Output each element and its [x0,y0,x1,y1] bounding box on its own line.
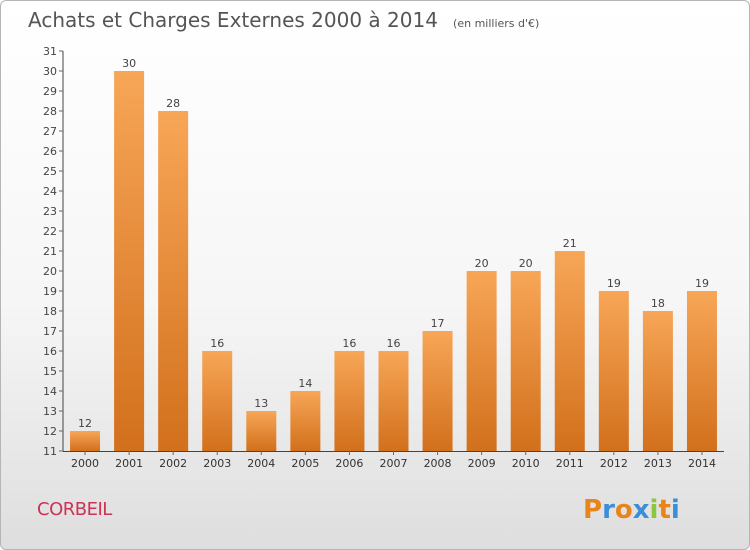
y-tick-label: 30 [43,65,57,78]
bar-2009 [466,271,497,451]
chart-unit: (en milliers d'€) [453,17,539,30]
bar-2007 [378,351,409,451]
x-tick-label: 2011 [556,457,584,470]
data-label: 16 [387,337,401,350]
y-tick-label: 16 [43,345,57,358]
data-label: 16 [210,337,224,350]
x-tick-label: 2013 [644,457,672,470]
x-tick-label: 2007 [380,457,408,470]
bars [70,71,717,451]
x-tick-label: 2005 [291,457,319,470]
y-tick-label: 12 [43,425,57,438]
bar-2011 [554,251,585,451]
bar-2003 [202,351,233,451]
logo-letter: i [650,495,659,525]
x-tick-label: 2012 [600,457,628,470]
data-label: 30 [122,57,136,70]
axes: 11 12 13 14 15 16 17 18 19 20 21 22 23 24 25 26 27 28 29 30… [43,45,724,470]
y-tick-label: 23 [43,205,57,218]
bar-2001 [114,71,145,451]
place-name: CORBEIL [37,499,112,520]
bar-2000 [70,431,101,451]
y-tick-label: 14 [43,385,57,398]
logo-letter: o [615,495,633,525]
y-tick-label: 20 [43,265,57,278]
data-labels: 12 30 28 16 13 14 16 16 17 20 20 21 19 18 19 [78,57,709,430]
logo-letter: r [602,495,615,525]
y-tick-label: 24 [43,185,57,198]
y-tick-label: 29 [43,85,57,98]
y-tick-label: 17 [43,325,57,338]
data-label: 21 [563,237,577,250]
data-label: 19 [607,277,621,290]
x-tick-label: 2004 [247,457,275,470]
y-tick-label: 18 [43,305,57,318]
x-tick-label: 2003 [203,457,231,470]
data-label: 28 [166,97,180,110]
data-label: 13 [254,397,268,410]
data-label: 18 [651,297,665,310]
logo-letter: t [658,495,670,525]
y-tick-label: 26 [43,145,57,158]
data-label: 19 [695,277,709,290]
bar-2013 [642,311,673,451]
x-tick-label: 2000 [71,457,99,470]
data-label: 14 [298,377,312,390]
data-label: 20 [475,257,489,270]
logo-letter: P [583,495,602,525]
x-tick-label: 2002 [159,457,187,470]
bar-2002 [158,111,189,451]
x-tick-label: 2009 [468,457,496,470]
x-tick-label: 2001 [115,457,143,470]
y-tick-label: 15 [43,365,57,378]
y-tick-label: 28 [43,105,57,118]
y-tick-label: 22 [43,225,57,238]
x-tick-label: 2014 [688,457,716,470]
x-tick-label: 2006 [335,457,363,470]
y-tick-label: 11 [43,445,57,458]
y-tick-label: 27 [43,125,57,138]
x-tick-label: 2010 [512,457,540,470]
y-tick-label: 31 [43,45,57,58]
bar-2008 [422,331,453,451]
data-label: 17 [431,317,445,330]
logo-letter: x [633,495,650,525]
bar-2005 [290,391,321,451]
x-tick-label: 2008 [424,457,452,470]
y-tick-label: 13 [43,405,57,418]
logo-letter: i [671,495,680,525]
data-label: 16 [342,337,356,350]
bar-2012 [598,291,629,451]
y-tick-label: 19 [43,285,57,298]
bar-2014 [686,291,717,451]
chart-title: Achats et Charges Externes 2000 à 2014 [28,8,438,32]
proxiti-logo: Proxiti [583,495,680,525]
data-label: 12 [78,417,92,430]
bar-2004 [246,411,277,451]
y-tick-label: 21 [43,245,57,258]
bar-2006 [334,351,365,451]
data-label: 20 [519,257,533,270]
svg-text:Achats et Charges Externes 200: Achats et Charges Externes 2000 à 2014 (… [28,8,539,32]
bar-2010 [510,271,541,451]
y-tick-label: 25 [43,165,57,178]
